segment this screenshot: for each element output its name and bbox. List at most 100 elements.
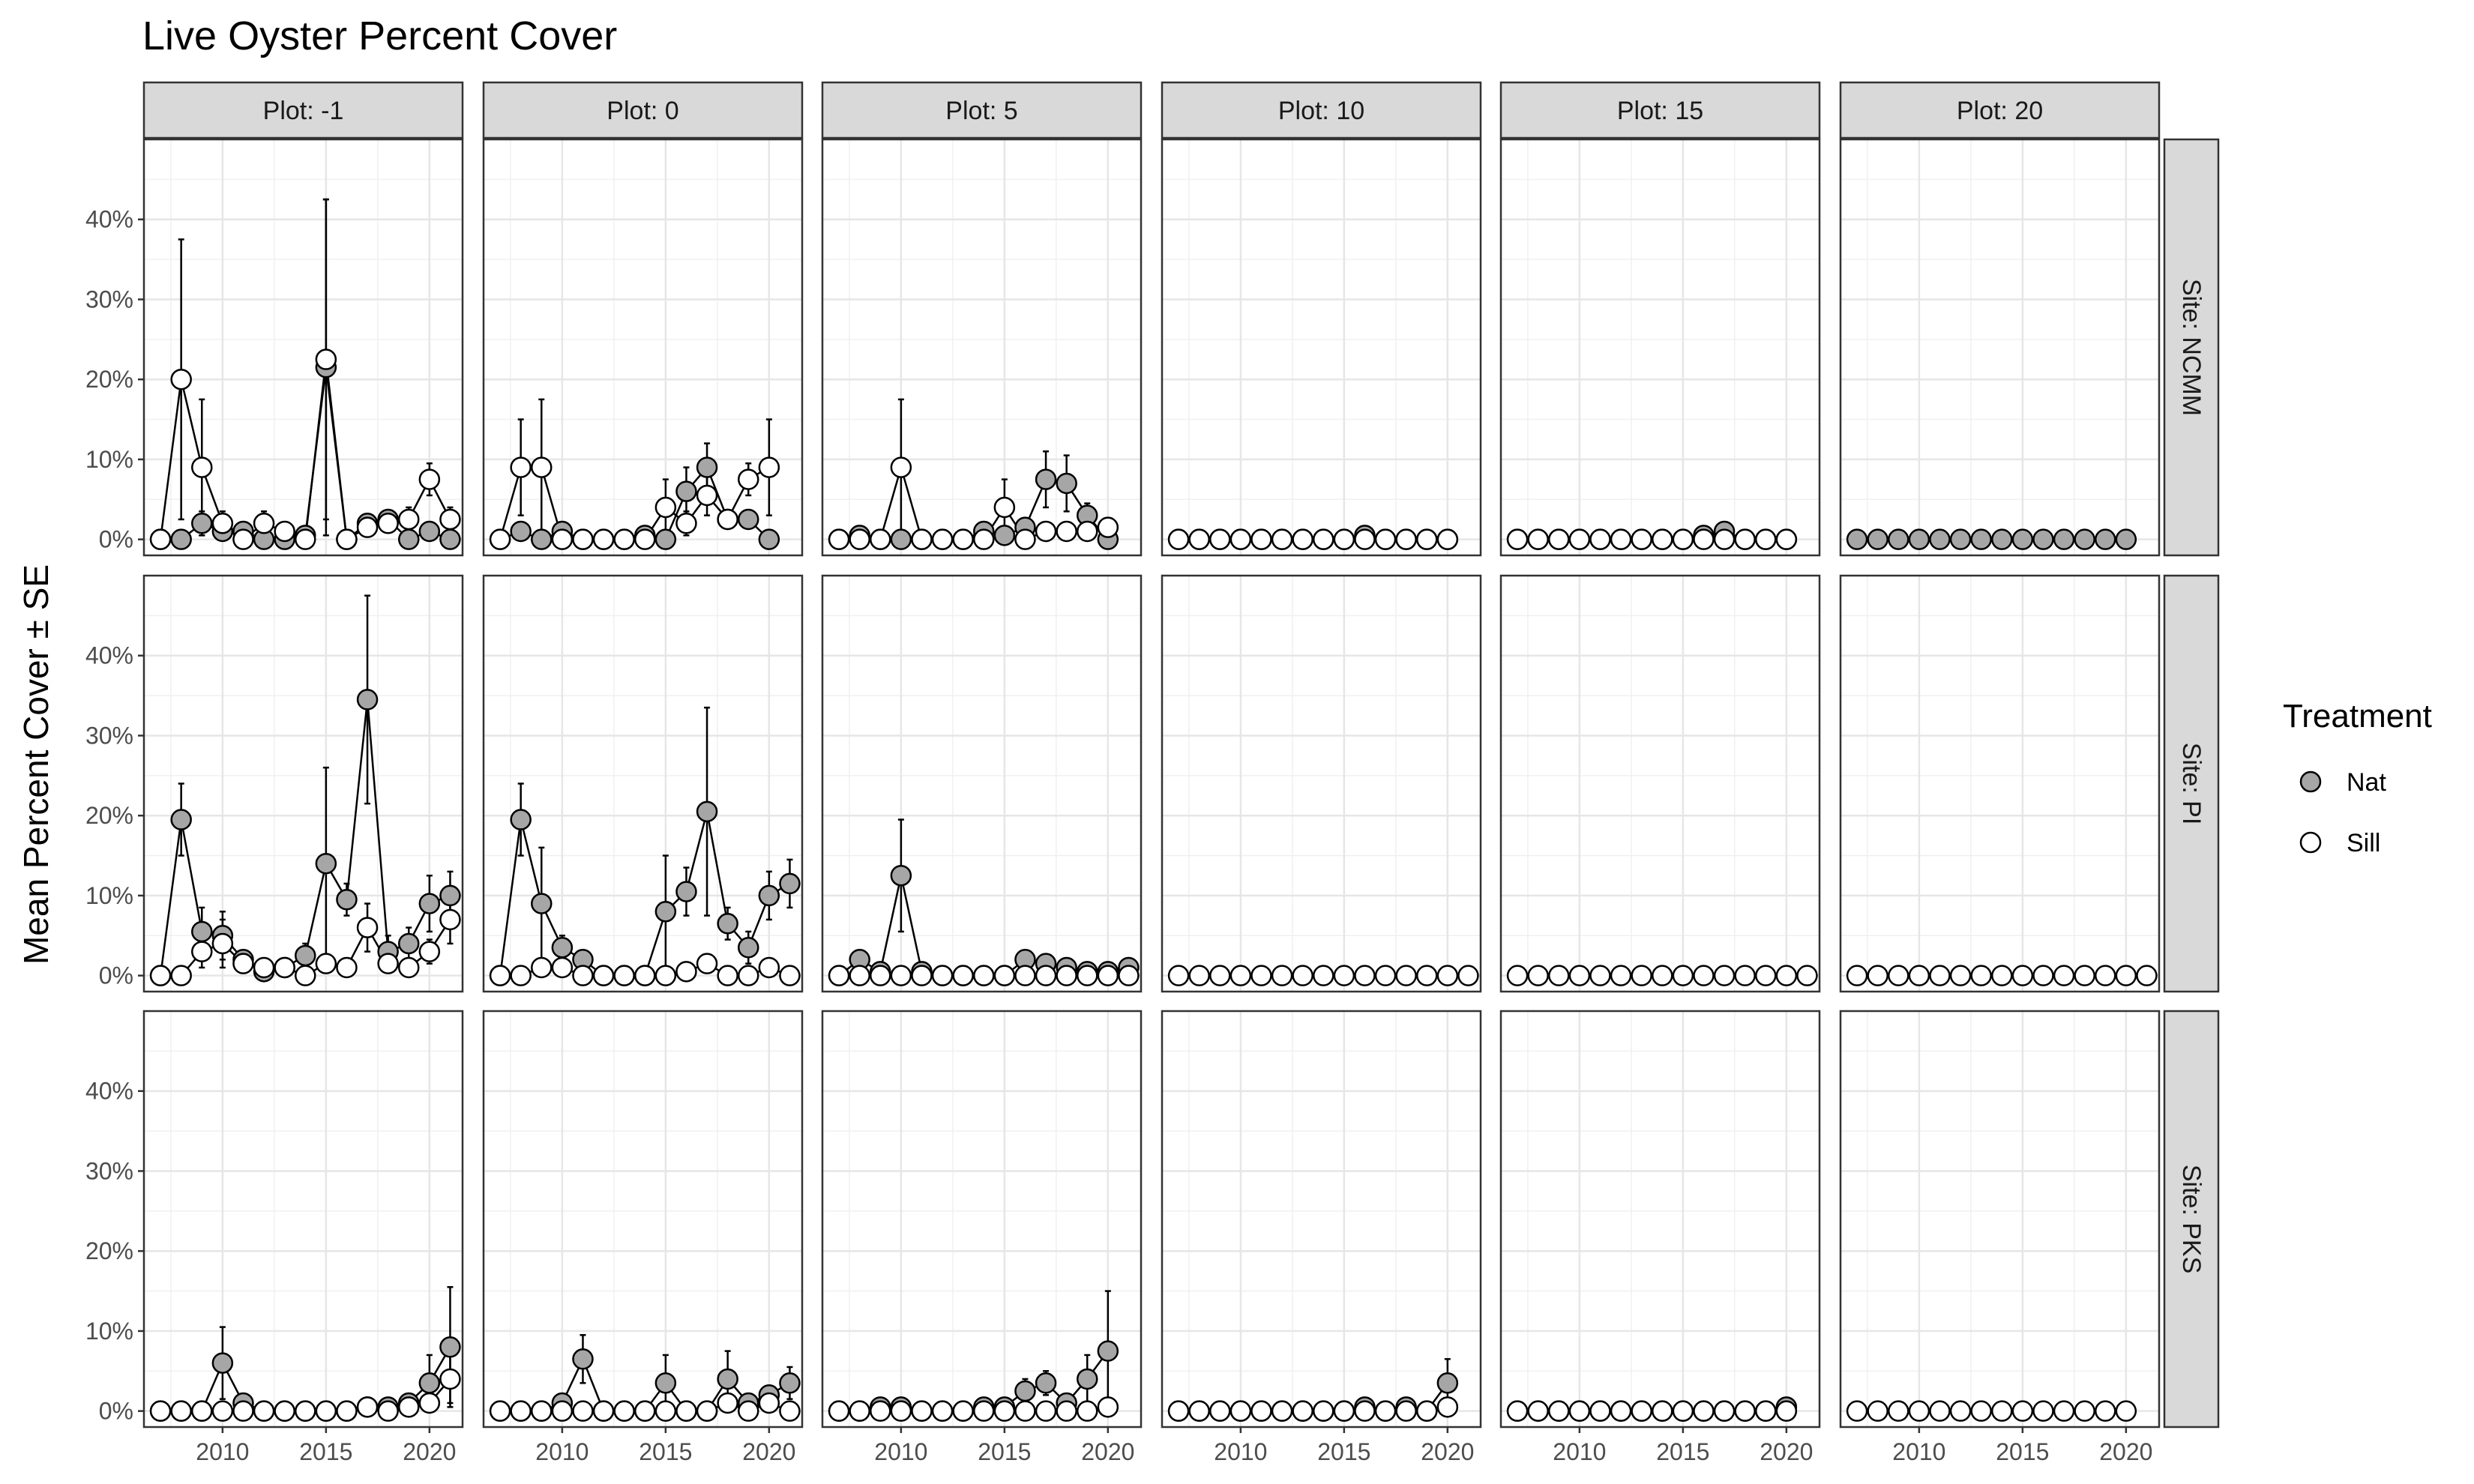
panel-background [1501, 576, 1820, 992]
data-point-sill [510, 965, 532, 986]
data-point-sill [1589, 965, 1611, 986]
data-point-sill [1589, 528, 1611, 550]
data-point-sill [1250, 1400, 1272, 1422]
data-point-sill [211, 513, 234, 534]
data-point-sill [1846, 965, 1868, 986]
x-tick-label: 2010 [196, 1438, 249, 1465]
data-point-sill [295, 965, 316, 986]
facet-strip-label: Site: PKS [2177, 1165, 2206, 1274]
data-point-sill [253, 956, 275, 979]
data-point-sill [993, 496, 1016, 519]
data-point-sill [1374, 528, 1397, 550]
data-point-sill [510, 456, 532, 478]
data-point-sill [1415, 528, 1438, 550]
data-point-nat [779, 872, 801, 895]
data-point-sill [993, 1400, 1016, 1422]
data-point-sill [717, 1392, 738, 1414]
panel-border [482, 574, 804, 993]
panel-border [482, 1010, 804, 1429]
data-point-sill [1374, 965, 1397, 986]
data-point-sill [1271, 528, 1293, 550]
data-point-sill [1949, 965, 1972, 986]
data-point-sill [377, 953, 399, 974]
data-point-sill [356, 1396, 379, 1418]
data-point-sill [1775, 965, 1798, 986]
data-point-sill [717, 508, 738, 531]
data-point-sill [952, 1400, 974, 1422]
data-point-sill [1230, 1400, 1252, 1422]
y-tick-label: 10% [85, 446, 133, 473]
data-point-sill [2074, 965, 2095, 986]
data-point-sill [315, 953, 337, 974]
data-point-nat [890, 864, 912, 887]
legend-key-sill [2299, 831, 2322, 854]
y-tick-label: 30% [85, 1157, 133, 1184]
data-point-sill [931, 528, 954, 550]
data-point-sill [737, 965, 759, 986]
data-point-nat [737, 508, 759, 531]
data-point-sill [1506, 1400, 1529, 1422]
data-point-sill [758, 1392, 780, 1414]
data-point-sill [1209, 528, 1231, 550]
panel-border [142, 574, 464, 993]
data-point-sill [675, 961, 697, 983]
data-point-nat [315, 852, 337, 875]
data-point-sill [489, 965, 511, 986]
data-point-sill [1354, 965, 1376, 986]
data-point-sill [1333, 528, 1355, 550]
data-point-sill [295, 528, 316, 550]
data-point-sill [1292, 528, 1313, 550]
data-point-sill [1313, 1400, 1334, 1422]
data-point-sill [2053, 965, 2075, 986]
panel-background [144, 1011, 463, 1427]
x-tick-label: 2015 [299, 1438, 352, 1465]
data-point-sill [1754, 528, 1777, 550]
panel-background [1501, 1011, 1820, 1427]
data-point-nat [1991, 528, 2013, 550]
data-point-sill [758, 956, 780, 979]
panel-border [821, 138, 1143, 557]
data-point-sill [397, 508, 420, 531]
data-point-sill [377, 1400, 399, 1422]
data-point-sill [2094, 965, 2116, 986]
data-point-sill [973, 1400, 995, 1422]
facet-strip-row [2163, 138, 2220, 557]
data-point-sill [1230, 528, 1252, 550]
y-axis-title: Mean Percent Cover ± SE [16, 564, 55, 965]
data-point-sill [613, 965, 635, 986]
panel-1-5 [1839, 574, 2161, 993]
data-point-sill [696, 953, 718, 974]
panel-2-1 [482, 1010, 804, 1429]
data-point-sill [1631, 965, 1652, 986]
data-point-sill [2074, 1400, 2095, 1422]
data-point-nat [1867, 528, 1888, 550]
legend-label-nat: Nat [2347, 768, 2386, 797]
data-point-sill [828, 528, 850, 550]
y-tick-label: 20% [85, 366, 133, 393]
data-point-nat [993, 525, 1016, 546]
data-point-sill [274, 520, 295, 543]
x-tick-label: 2010 [535, 1438, 589, 1465]
data-point-sill [654, 1400, 677, 1422]
data-point-sill [1652, 528, 1673, 550]
x-tick-label: 2020 [2099, 1438, 2152, 1465]
data-point-sill [211, 932, 234, 955]
facet-strip-row [2163, 1010, 2220, 1429]
data-point-sill [1970, 965, 1992, 986]
facet-strip-row [2163, 574, 2220, 993]
data-point-sill [531, 1400, 553, 1422]
data-point-sill [1415, 965, 1438, 986]
data-point-sill [931, 965, 954, 986]
panel-2-2 [821, 1010, 1143, 1429]
data-point-sill [890, 965, 912, 986]
panel-1-1 [482, 574, 804, 993]
data-point-sill [191, 941, 213, 962]
data-point-sill [418, 468, 441, 490]
data-point-sill [1796, 965, 1818, 986]
data-point-sill [1568, 528, 1591, 550]
data-point-sill [1527, 965, 1549, 986]
data-point-sill [572, 528, 594, 550]
data-point-sill [890, 1400, 912, 1422]
y-tick-label: 20% [85, 802, 133, 829]
panel-background [822, 576, 1141, 992]
